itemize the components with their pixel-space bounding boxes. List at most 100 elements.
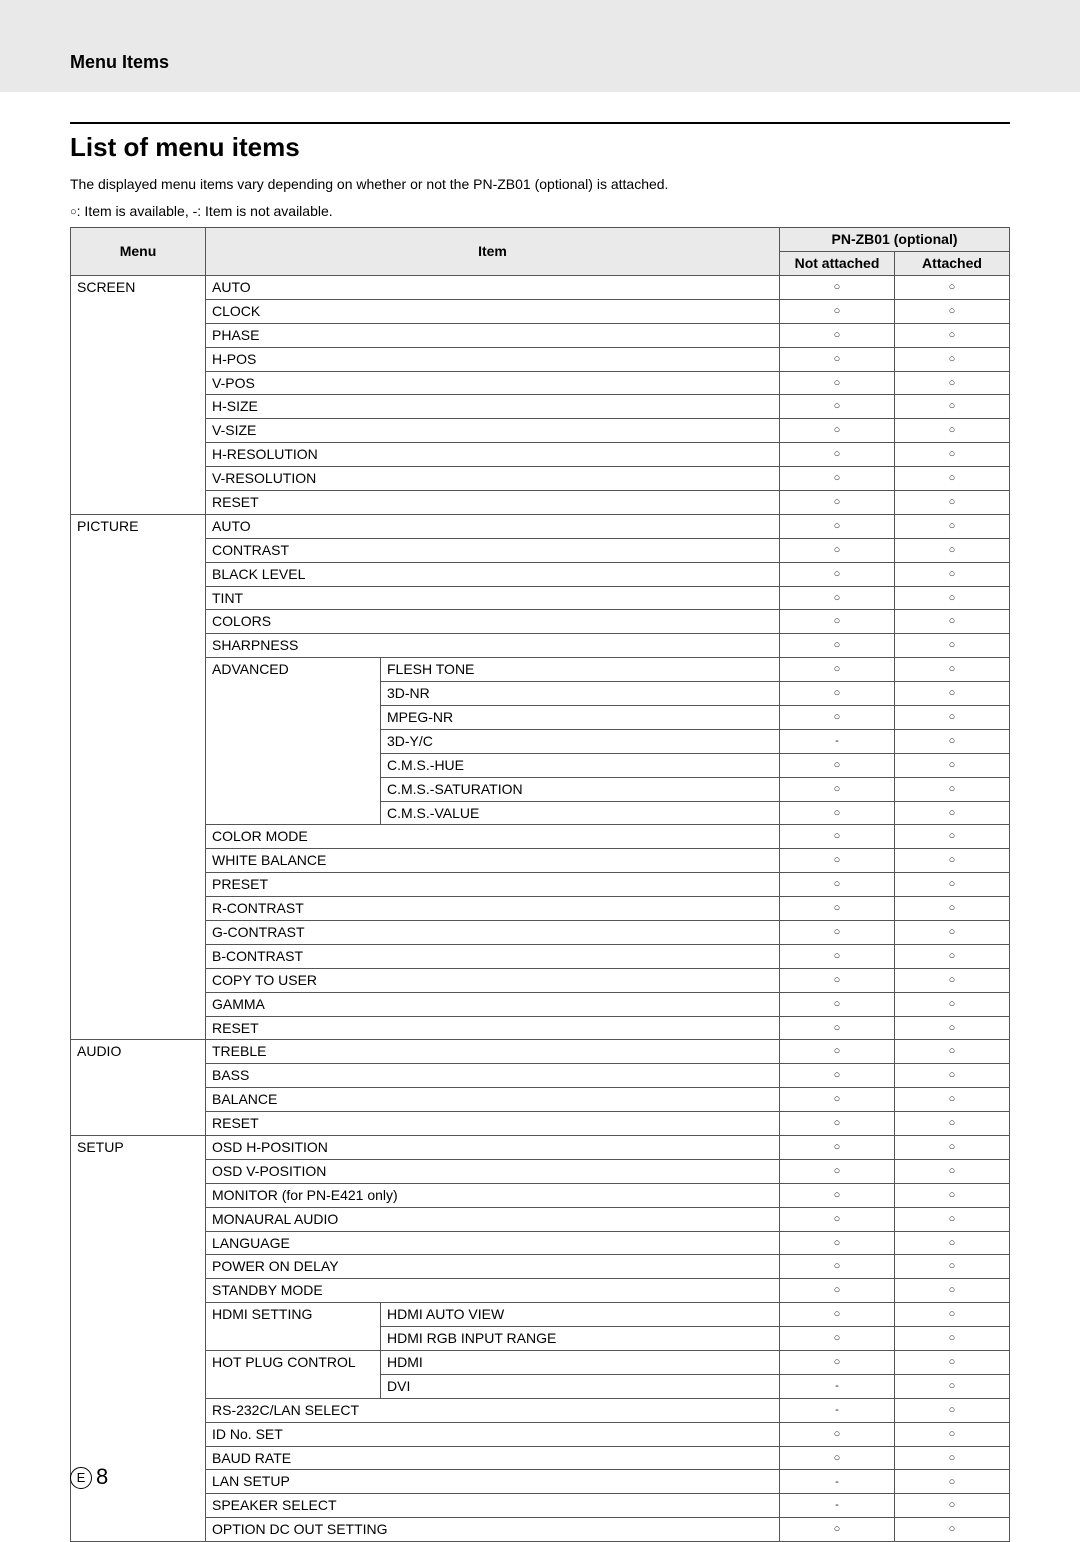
item-cell: H-SIZE: [206, 395, 780, 419]
legend-desc: : Item is available, -: Item is not avai…: [77, 203, 333, 219]
table-row: COLOR MODE○○: [71, 825, 1010, 849]
table-row: STANDBY MODE○○: [71, 1279, 1010, 1303]
not-attached-cell: ○: [780, 1518, 895, 1542]
not-attached-cell: ○: [780, 443, 895, 467]
item-cell: V-POS: [206, 371, 780, 395]
not-attached-cell: ○: [780, 514, 895, 538]
table-row: MONAURAL AUDIO○○: [71, 1207, 1010, 1231]
table-row: ADVANCEDFLESH TONE○○: [71, 658, 1010, 682]
lang-code-ring: E: [70, 1467, 92, 1489]
attached-cell: ○: [895, 419, 1010, 443]
attached-cell: ○: [895, 1136, 1010, 1160]
table-row: RESET○○: [71, 490, 1010, 514]
item-cell: LAN SETUP: [206, 1470, 780, 1494]
table-row: LAN SETUP-○: [71, 1470, 1010, 1494]
attached-cell: ○: [895, 514, 1010, 538]
item-cell: MONITOR (for PN-E421 only): [206, 1183, 780, 1207]
th-not-attached: Not attached: [780, 252, 895, 276]
item-cell: CONTRAST: [206, 538, 780, 562]
attached-cell: ○: [895, 490, 1010, 514]
attached-cell: ○: [895, 586, 1010, 610]
item-cell: RESET: [206, 1016, 780, 1040]
not-attached-cell: ○: [780, 467, 895, 491]
item-cell: V-SIZE: [206, 419, 780, 443]
not-attached-cell: ○: [780, 1136, 895, 1160]
attached-cell: ○: [895, 299, 1010, 323]
attached-cell: ○: [895, 944, 1010, 968]
attached-cell: ○: [895, 610, 1010, 634]
not-attached-cell: ○: [780, 873, 895, 897]
table-row: SETUPOSD H-POSITION○○: [71, 1136, 1010, 1160]
item-cell: DVI: [381, 1374, 780, 1398]
item-cell: AUTO: [206, 275, 780, 299]
item-cell: 3D-NR: [381, 682, 780, 706]
table-row: AUDIOTREBLE○○: [71, 1040, 1010, 1064]
attached-cell: ○: [895, 1518, 1010, 1542]
item-cell: ID No. SET: [206, 1422, 780, 1446]
table-row: H-RESOLUTION○○: [71, 443, 1010, 467]
not-attached-cell: ○: [780, 1159, 895, 1183]
menu-cell: PICTURE: [71, 514, 206, 1040]
item-cell: RESET: [206, 1112, 780, 1136]
page-number-value: 8: [96, 1464, 108, 1489]
not-attached-cell: ○: [780, 275, 895, 299]
table-row: BASS○○: [71, 1064, 1010, 1088]
th-group: PN-ZB01 (optional): [780, 228, 1010, 252]
item-cell: HDMI: [381, 1351, 780, 1375]
table-row: WHITE BALANCE○○: [71, 849, 1010, 873]
attached-cell: ○: [895, 1016, 1010, 1040]
table-row: GAMMA○○: [71, 992, 1010, 1016]
not-attached-cell: ○: [780, 371, 895, 395]
not-attached-cell: ○: [780, 1183, 895, 1207]
not-attached-cell: ○: [780, 323, 895, 347]
not-attached-cell: ○: [780, 1279, 895, 1303]
not-attached-cell: ○: [780, 1327, 895, 1351]
not-attached-cell: ○: [780, 777, 895, 801]
table-row: RESET○○: [71, 1112, 1010, 1136]
item-cell: V-RESOLUTION: [206, 467, 780, 491]
attached-cell: ○: [895, 443, 1010, 467]
table-row: H-POS○○: [71, 347, 1010, 371]
attached-cell: ○: [895, 1279, 1010, 1303]
table-row: V-SIZE○○: [71, 419, 1010, 443]
item-cell: GAMMA: [206, 992, 780, 1016]
not-attached-cell: ○: [780, 801, 895, 825]
th-attached: Attached: [895, 252, 1010, 276]
attached-cell: ○: [895, 467, 1010, 491]
not-attached-cell: ○: [780, 944, 895, 968]
item-cell: BALANCE: [206, 1088, 780, 1112]
attached-cell: ○: [895, 1470, 1010, 1494]
not-attached-cell: ○: [780, 610, 895, 634]
table-row: BAUD RATE○○: [71, 1446, 1010, 1470]
not-attached-cell: ○: [780, 753, 895, 777]
attached-cell: ○: [895, 992, 1010, 1016]
attached-cell: ○: [895, 968, 1010, 992]
not-attached-cell: ○: [780, 897, 895, 921]
not-attached-cell: ○: [780, 1231, 895, 1255]
attached-cell: ○: [895, 777, 1010, 801]
not-attached-cell: ○: [780, 1064, 895, 1088]
not-attached-cell: ○: [780, 1303, 895, 1327]
attached-cell: ○: [895, 729, 1010, 753]
not-attached-cell: ○: [780, 1422, 895, 1446]
not-attached-cell: ○: [780, 992, 895, 1016]
item-cell: OSD V-POSITION: [206, 1159, 780, 1183]
attached-cell: ○: [895, 1398, 1010, 1422]
attached-cell: ○: [895, 634, 1010, 658]
not-attached-cell: ○: [780, 299, 895, 323]
item-cell: AUTO: [206, 514, 780, 538]
item-cell: COPY TO USER: [206, 968, 780, 992]
attached-cell: ○: [895, 1255, 1010, 1279]
subgroup-cell: ADVANCED: [206, 658, 381, 825]
not-attached-cell: -: [780, 1398, 895, 1422]
attached-cell: ○: [895, 1064, 1010, 1088]
not-attached-cell: ○: [780, 682, 895, 706]
not-attached-cell: ○: [780, 825, 895, 849]
table-row: MONITOR (for PN-E421 only)○○: [71, 1183, 1010, 1207]
table-row: POWER ON DELAY○○: [71, 1255, 1010, 1279]
not-attached-cell: ○: [780, 562, 895, 586]
table-row: CLOCK○○: [71, 299, 1010, 323]
attached-cell: ○: [895, 658, 1010, 682]
not-attached-cell: ○: [780, 586, 895, 610]
item-cell: CLOCK: [206, 299, 780, 323]
